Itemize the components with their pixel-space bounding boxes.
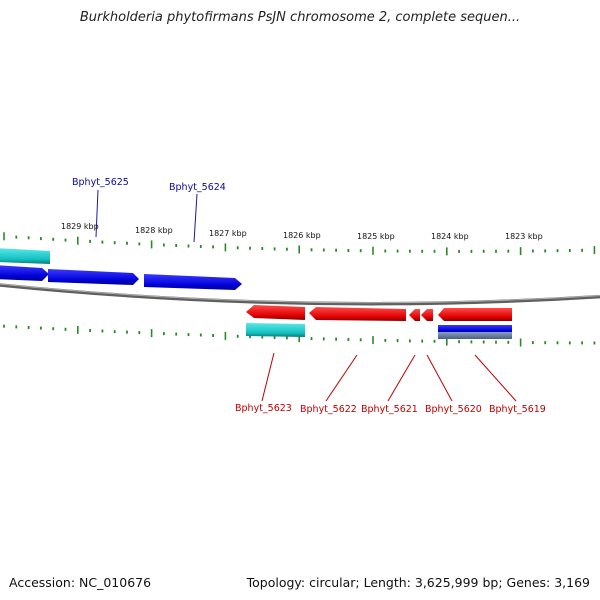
scale-ticks-top bbox=[3, 232, 596, 256]
gene-label-bphyt-5622[interactable]: Bphyt_5622 bbox=[300, 404, 357, 415]
reverse-strand-features bbox=[246, 305, 512, 339]
scale-label: 1823 kbp bbox=[505, 232, 543, 241]
map-title: Burkholderia phytofirmans PsJN chromosom… bbox=[79, 10, 521, 25]
scale-label: 1824 kbp bbox=[431, 232, 469, 241]
bottom-label-leaders bbox=[261, 352, 517, 402]
chromosome-backbone bbox=[0, 283, 600, 306]
scale-label: 1825 kbp bbox=[357, 232, 395, 241]
scale-label: 1827 kbp bbox=[209, 229, 247, 238]
chromosome-backbone-highlight bbox=[0, 283, 600, 304]
scale-labels: 1829 kbp 1828 kbp 1827 kbp 1826 kbp 1825… bbox=[61, 222, 543, 241]
top-gene-labels: Bphyt_5625 Bphyt_5624 bbox=[72, 177, 226, 193]
gene-label-bphyt-5625[interactable]: Bphyt_5625 bbox=[72, 177, 129, 188]
top-label-leaders bbox=[95, 189, 198, 243]
gene-bphyt-5622[interactable] bbox=[309, 307, 406, 321]
cyan-feature-bottom bbox=[246, 323, 305, 337]
gene-bphyt-5625[interactable] bbox=[48, 269, 139, 285]
bottom-gene-labels: Bphyt_5623 Bphyt_5622 Bphyt_5621 Bphyt_5… bbox=[235, 403, 546, 415]
gene-bphyt-5626[interactable] bbox=[0, 265, 49, 281]
gene-bphyt-5624[interactable] bbox=[144, 274, 242, 290]
gene-bphyt-5620[interactable] bbox=[421, 309, 433, 321]
blue-feature-bottom bbox=[438, 325, 512, 333]
steel-feature-bottom bbox=[438, 332, 512, 339]
scale-ticks-bottom bbox=[3, 324, 596, 347]
scale-label: 1829 kbp bbox=[61, 222, 99, 231]
scale-label: 1828 kbp bbox=[135, 226, 173, 235]
gene-bphyt-5621[interactable] bbox=[409, 309, 420, 321]
gene-bphyt-5619[interactable] bbox=[438, 308, 512, 321]
gene-label-bphyt-5621[interactable]: Bphyt_5621 bbox=[361, 404, 418, 415]
forward-strand-features bbox=[0, 248, 242, 290]
topology-summary: Topology: circular; Length: 3,625,999 bp… bbox=[246, 575, 590, 590]
gene-label-bphyt-5624[interactable]: Bphyt_5624 bbox=[169, 182, 226, 193]
gene-bphyt-5623[interactable] bbox=[246, 305, 305, 320]
gene-label-bphyt-5619[interactable]: Bphyt_5619 bbox=[489, 404, 546, 415]
gene-label-bphyt-5623[interactable]: Bphyt_5623 bbox=[235, 403, 292, 414]
cyan-feature-top bbox=[0, 248, 50, 264]
scale-label: 1826 kbp bbox=[283, 231, 321, 240]
accession-text: Accession: NC_010676 bbox=[9, 575, 152, 590]
gene-label-bphyt-5620[interactable]: Bphyt_5620 bbox=[425, 404, 482, 415]
